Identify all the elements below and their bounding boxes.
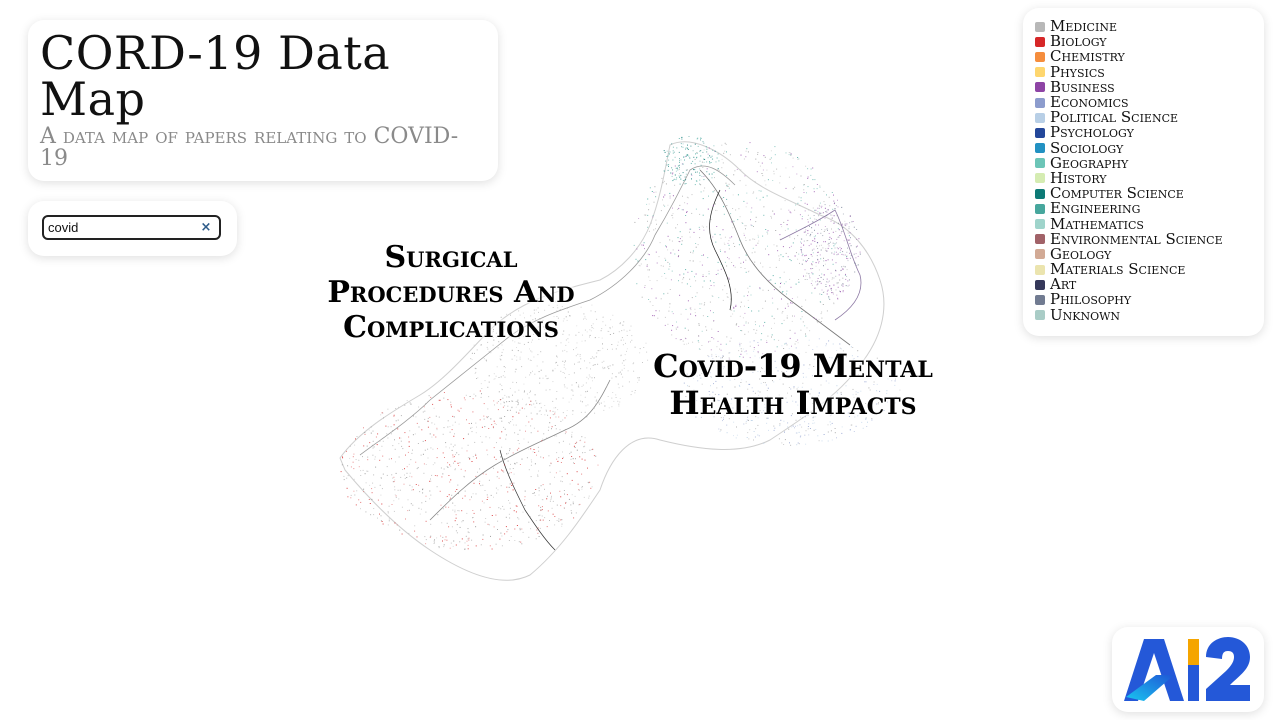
legend-label: Computer Science — [1050, 184, 1184, 203]
legend-item-business[interactable]: Business — [1035, 77, 1264, 96]
legend-swatch — [1035, 310, 1045, 321]
legend-item-unknown[interactable]: Unknown — [1035, 305, 1264, 324]
legend-label: Chemistry — [1050, 47, 1125, 66]
legend-item-computer-science[interactable]: Computer Science — [1035, 186, 1264, 201]
legend-swatch — [1035, 21, 1045, 32]
legend-swatch — [1035, 279, 1045, 290]
page-title: CORD-19 Data Map — [40, 26, 391, 126]
legend-label: Philosophy — [1050, 290, 1132, 309]
legend-swatch — [1035, 143, 1045, 154]
legend-item-sociology[interactable]: Sociology — [1035, 138, 1264, 157]
legend-label: Geography — [1050, 153, 1129, 172]
legend-item-geography[interactable]: Geography — [1035, 153, 1264, 172]
legend-item-engineering[interactable]: Engineering — [1035, 201, 1264, 216]
clear-search-icon[interactable]: × — [200, 220, 212, 235]
ai2-logo-panel[interactable] — [1112, 627, 1264, 712]
legend-label: Economics — [1050, 93, 1129, 112]
legend-swatch — [1035, 249, 1045, 260]
legend-swatch — [1035, 264, 1045, 275]
legend-label: Environmental Science — [1050, 229, 1223, 248]
legend-item-biology[interactable]: Biology — [1035, 34, 1264, 49]
legend-swatch — [1035, 203, 1045, 214]
legend-swatch — [1035, 219, 1045, 230]
legend-panel: Medicine Biology Chemistry Physics Business E… — [1023, 8, 1264, 336]
legend-item-economics[interactable]: Economics — [1035, 95, 1264, 110]
legend-swatch — [1035, 97, 1045, 108]
cluster-outlines — [339, 141, 885, 581]
cluster-label-surgical: Surgical Procedures And Complications — [327, 240, 575, 345]
legend-label: History — [1050, 168, 1107, 187]
legend-item-psychology[interactable]: Psychology — [1035, 125, 1264, 140]
legend-label: Unknown — [1050, 305, 1121, 324]
legend-label: Biology — [1050, 32, 1107, 51]
legend-swatch — [1035, 82, 1045, 93]
legend-swatch — [1035, 173, 1045, 184]
legend-item-mathematics[interactable]: Mathematics — [1035, 216, 1264, 231]
legend-label: Political Science — [1050, 108, 1179, 127]
search-box: × — [42, 215, 221, 240]
legend-item-chemistry[interactable]: Chemistry — [1035, 49, 1264, 64]
legend-label: Art — [1050, 275, 1077, 294]
legend-swatch — [1035, 36, 1045, 47]
search-input[interactable] — [48, 219, 188, 236]
legend-swatch — [1035, 127, 1045, 138]
legend-swatch — [1035, 51, 1045, 62]
legend-label: Geology — [1050, 244, 1112, 263]
legend-label: Sociology — [1050, 138, 1124, 157]
legend-item-materials-science[interactable]: Materials Science — [1035, 262, 1264, 277]
ai2-logo-icon — [1124, 637, 1250, 701]
title-panel: CORD-19 Data Map A data map of papers re… — [28, 20, 498, 181]
legend-item-philosophy[interactable]: Philosophy — [1035, 292, 1264, 307]
legend-item-physics[interactable]: Physics — [1035, 62, 1264, 81]
legend-swatch — [1035, 112, 1045, 123]
legend-item-geology[interactable]: Geology — [1035, 244, 1264, 263]
legend-label: Business — [1050, 77, 1115, 96]
page-subtitle: A data map of papers relating to COVID-1… — [40, 124, 459, 171]
legend-label: Engineering — [1050, 199, 1141, 218]
legend-item-environmental-science[interactable]: Environmental Science — [1035, 229, 1264, 248]
paper-points — [340, 136, 901, 550]
legend-label: Physics — [1050, 62, 1105, 81]
legend-item-medicine[interactable]: Medicine — [1035, 19, 1264, 34]
legend-label: Materials Science — [1050, 260, 1186, 279]
search-panel: × — [28, 201, 237, 256]
legend-label: Medicine — [1050, 17, 1117, 36]
cluster-label-mental-health: Covid-19 Mental Health Impacts — [653, 347, 933, 422]
legend-item-history[interactable]: History — [1035, 168, 1264, 187]
legend-label: Psychology — [1050, 123, 1134, 142]
legend-swatch — [1035, 188, 1045, 199]
legend-swatch — [1035, 67, 1045, 78]
legend-swatch — [1035, 158, 1045, 169]
legend-item-art[interactable]: Art — [1035, 277, 1264, 292]
legend-swatch — [1035, 234, 1045, 245]
legend-item-political-science[interactable]: Political Science — [1035, 110, 1264, 125]
legend-swatch — [1035, 294, 1045, 305]
legend-label: Mathematics — [1050, 214, 1144, 233]
